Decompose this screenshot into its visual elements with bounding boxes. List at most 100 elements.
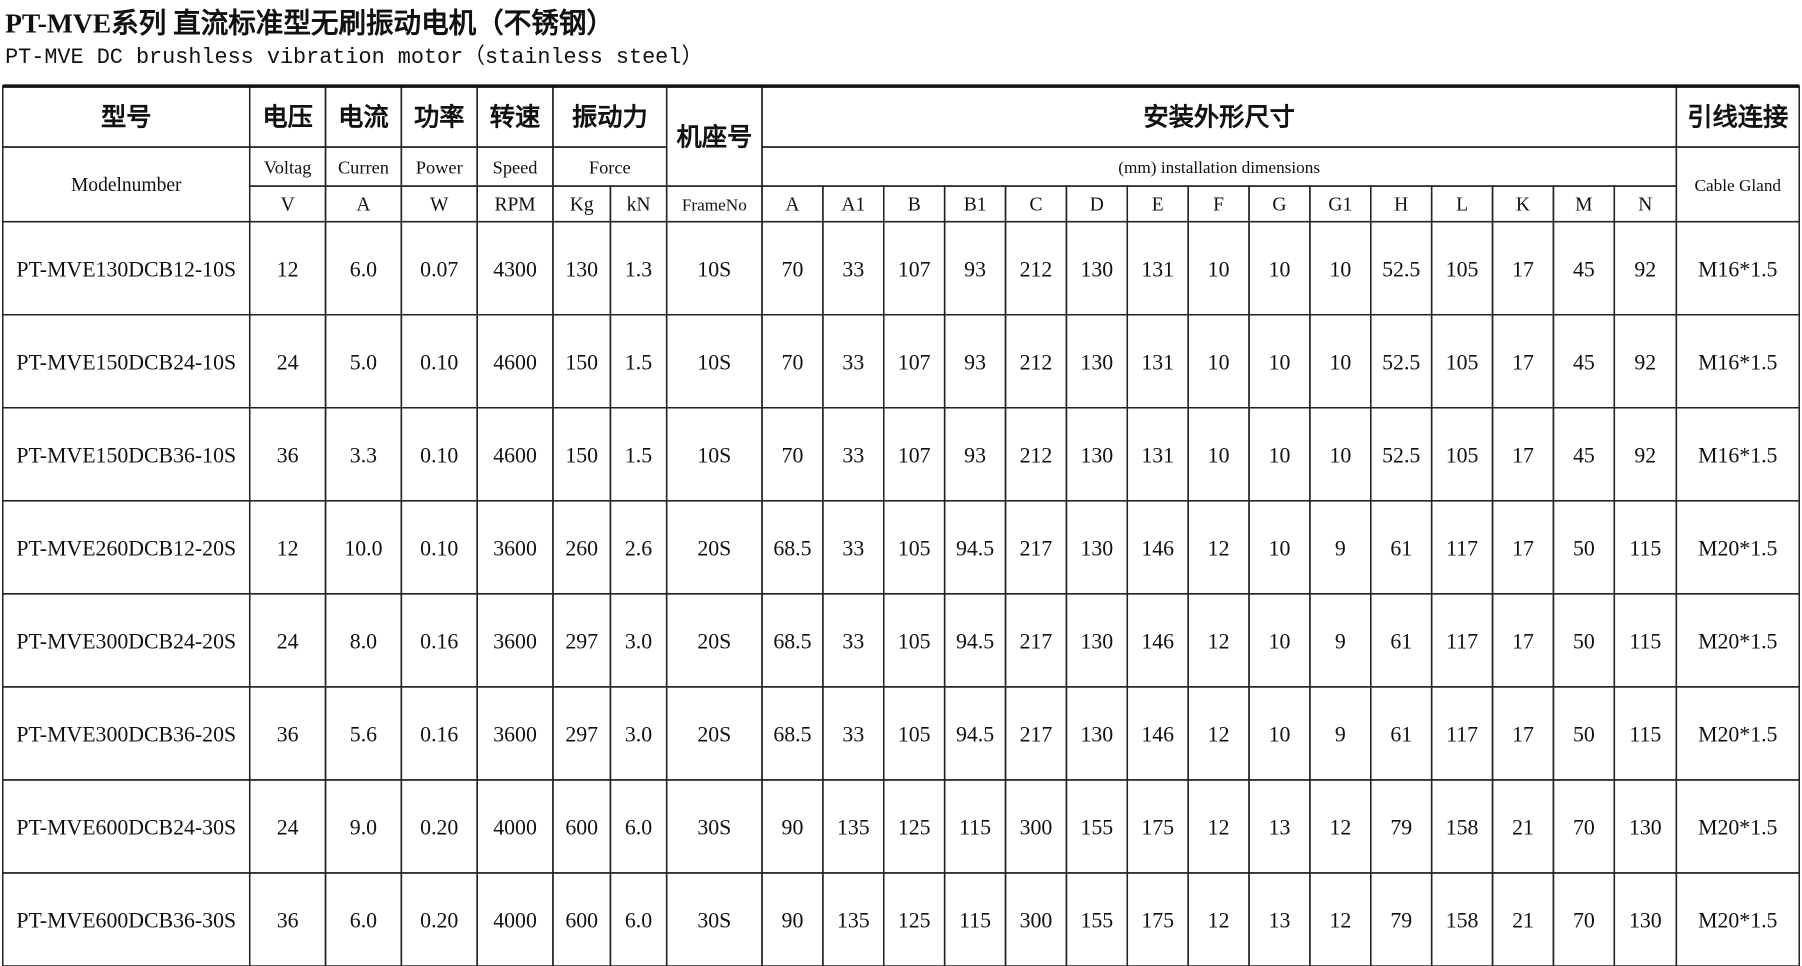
data-cell: 20S — [697, 630, 731, 654]
data-cell: 130 — [1080, 536, 1113, 560]
data-cell: 12 — [277, 536, 299, 560]
data-cell: 33 — [842, 257, 864, 281]
data-cell: 105 — [898, 536, 931, 560]
header-cell: Speed — [493, 158, 538, 178]
data-cell: 212 — [1020, 257, 1053, 281]
data-cell: 130 — [1629, 816, 1662, 840]
spec-table: 型号 Modelnumber 电压 Voltag V 电流 Curren A 功率 Power W 转… — [2, 85, 1800, 966]
data-cell: 24 — [277, 630, 299, 654]
dimension-header: G — [1272, 195, 1286, 216]
data-cell: 70 — [1573, 909, 1595, 933]
data-cell: 3600 — [493, 536, 537, 560]
data-cell: 146 — [1141, 630, 1174, 654]
data-cell: 24 — [277, 350, 299, 374]
header-cell: 型号 — [101, 104, 152, 132]
data-cell: 93 — [964, 350, 986, 374]
data-cell: 70 — [1573, 816, 1595, 840]
data-cell: 115 — [959, 816, 991, 840]
data-cell: 5.0 — [350, 350, 377, 374]
data-cell: 17 — [1512, 536, 1534, 560]
dimension-header: H — [1394, 195, 1408, 216]
data-cell: 30S — [697, 816, 731, 840]
dimension-header: F — [1213, 195, 1224, 216]
data-cell: 21 — [1512, 909, 1534, 933]
data-cell: 50 — [1573, 630, 1595, 654]
data-cell: 17 — [1512, 257, 1534, 281]
data-cell: 4600 — [493, 350, 537, 374]
data-cell: PT-MVE150DCB24-10S — [16, 350, 236, 374]
data-cell: 9 — [1335, 723, 1346, 747]
data-cell: 125 — [898, 816, 931, 840]
dimension-header: M — [1575, 195, 1592, 216]
data-cell: 17 — [1512, 723, 1534, 747]
data-cell: 92 — [1634, 350, 1656, 374]
dimension-header: N — [1638, 195, 1652, 216]
header-cell: Modelnumber — [71, 175, 182, 196]
data-cell: 158 — [1446, 816, 1479, 840]
data-cell: 24 — [277, 816, 299, 840]
data-cell: 10 — [1208, 443, 1230, 467]
data-cell: 125 — [898, 909, 931, 933]
data-cell: 21 — [1512, 816, 1534, 840]
data-cell: 36 — [277, 443, 299, 467]
data-cell: 6.0 — [350, 257, 377, 281]
data-cell: 12 — [1208, 816, 1230, 840]
data-cell: 131 — [1141, 257, 1174, 281]
data-cell: 12 — [1208, 909, 1230, 933]
header-cell: 电流 — [338, 104, 389, 132]
data-cell: 12 — [1329, 816, 1351, 840]
data-cell: 93 — [964, 443, 986, 467]
data-cell: 105 — [1446, 443, 1479, 467]
header-cell: V — [281, 195, 295, 216]
dimension-header: E — [1152, 195, 1164, 216]
data-cell: 68.5 — [773, 723, 811, 747]
data-cell: 0.10 — [420, 536, 458, 560]
data-cell: 297 — [565, 630, 598, 654]
header-cell: Cable Gland — [1694, 176, 1781, 195]
header-cell: Curren — [338, 158, 389, 178]
data-cell: 130 — [1080, 350, 1113, 374]
dimension-header: C — [1029, 195, 1042, 216]
data-cell: 61 — [1390, 630, 1412, 654]
data-cell: 6.0 — [350, 909, 377, 933]
data-cell: 50 — [1573, 536, 1595, 560]
data-cell: 10S — [697, 350, 731, 374]
data-cell: PT-MVE600DCB24-30S — [16, 816, 236, 840]
header-cell: 功率 — [414, 103, 465, 132]
data-cell: 94.5 — [956, 536, 994, 560]
data-cell: 115 — [1629, 536, 1661, 560]
data-cell: M16*1.5 — [1698, 443, 1777, 467]
data-cell: 70 — [782, 443, 804, 467]
data-cell: 5.6 — [350, 723, 377, 747]
data-cell: 9 — [1335, 536, 1346, 560]
data-cell: 12 — [1208, 536, 1230, 560]
data-cell: 93 — [964, 257, 986, 281]
data-cell: PT-MVE300DCB24-20S — [16, 630, 236, 654]
data-cell: 45 — [1573, 257, 1595, 281]
data-cell: 131 — [1141, 350, 1174, 374]
data-cell: 1.3 — [625, 257, 652, 281]
data-cell: 20S — [697, 723, 731, 747]
data-cell: 6.0 — [625, 816, 652, 840]
data-cell: 175 — [1141, 816, 1174, 840]
data-cell: 105 — [898, 723, 931, 747]
data-cell: M16*1.5 — [1698, 350, 1777, 374]
data-cell: 115 — [1629, 630, 1661, 654]
header-cell: 引线连接 — [1687, 103, 1788, 132]
data-cell: 4000 — [493, 816, 537, 840]
data-cell: 4600 — [493, 443, 537, 467]
data-cell: PT-MVE600DCB36-30S — [16, 909, 236, 933]
data-cell: 10 — [1208, 350, 1230, 374]
data-cell: 115 — [1629, 723, 1661, 747]
dimension-header: K — [1516, 195, 1530, 216]
data-cell: 3600 — [493, 630, 537, 654]
data-cell: 12 — [277, 257, 299, 281]
data-cell: 135 — [837, 816, 870, 840]
data-cell: 52.5 — [1382, 257, 1420, 281]
data-cell: 45 — [1573, 350, 1595, 374]
data-cell: 130 — [565, 257, 598, 281]
data-cell: 1.5 — [625, 443, 652, 467]
data-cell: PT-MVE150DCB36-10S — [16, 443, 236, 467]
data-cell: 3.3 — [350, 443, 377, 467]
